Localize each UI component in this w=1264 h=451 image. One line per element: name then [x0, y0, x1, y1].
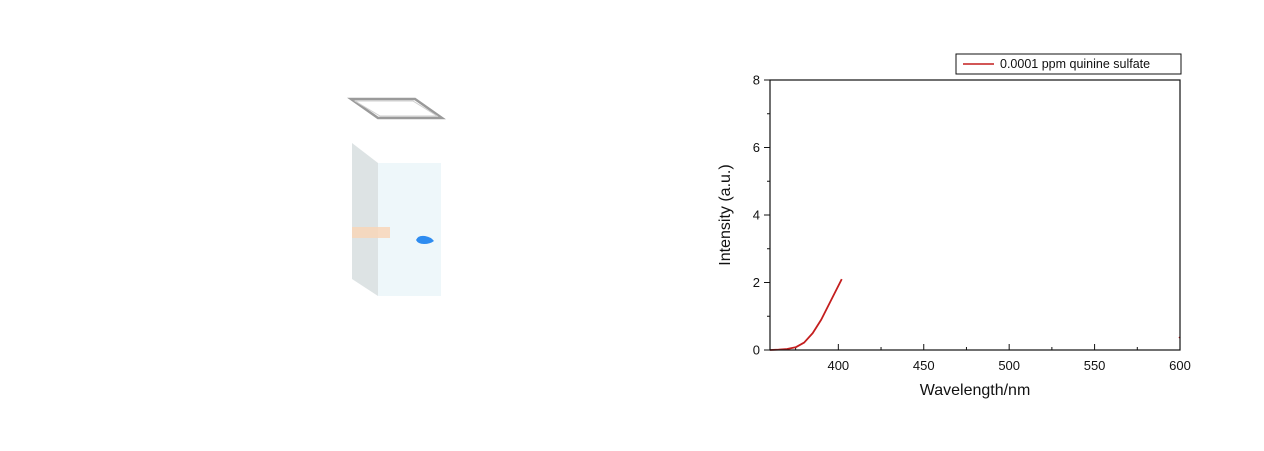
cuvette-illustration [347, 97, 446, 296]
x-tick-label: 450 [913, 358, 935, 373]
y-tick-label: 2 [753, 275, 760, 290]
cuvette-side-face [352, 143, 378, 296]
y-tick-label: 0 [753, 343, 760, 358]
x-tick-label: 400 [827, 358, 849, 373]
y-tick-label: 6 [753, 140, 760, 155]
light-beam-icon [352, 227, 390, 238]
y-axis-title: Intensity (a.u.) [717, 164, 734, 265]
series-line-0 [769, 278, 843, 351]
fluorescence-spot-icon [416, 235, 434, 244]
cuvette-cap-outer [347, 97, 446, 120]
cuvette-front-face [378, 163, 441, 296]
x-tick-label: 500 [998, 358, 1020, 373]
tick-labels: 400 450 500 550 600 0 2 4 6 8 [753, 73, 1191, 374]
legend-label: 0.0001 ppm quinine sulfate [1000, 57, 1150, 71]
y-tick-label: 8 [753, 73, 760, 88]
x-tick-label: 550 [1084, 358, 1106, 373]
y-tick-label: 4 [753, 208, 760, 223]
legend-box [955, 53, 1182, 75]
x-axis-title: Wavelength/nm [920, 382, 1031, 399]
x-tick-label: 600 [1169, 358, 1191, 373]
spectrum-chart: 400 450 500 550 600 0 2 4 6 8 Wavelength/nm Inten… [717, 53, 1191, 399]
legend: 0.0001 ppm quinine sulfate [955, 53, 1182, 75]
series-layer [769, 278, 1181, 351]
cuvette-cap-inner [353, 100, 439, 117]
plot-frame [769, 79, 1181, 351]
